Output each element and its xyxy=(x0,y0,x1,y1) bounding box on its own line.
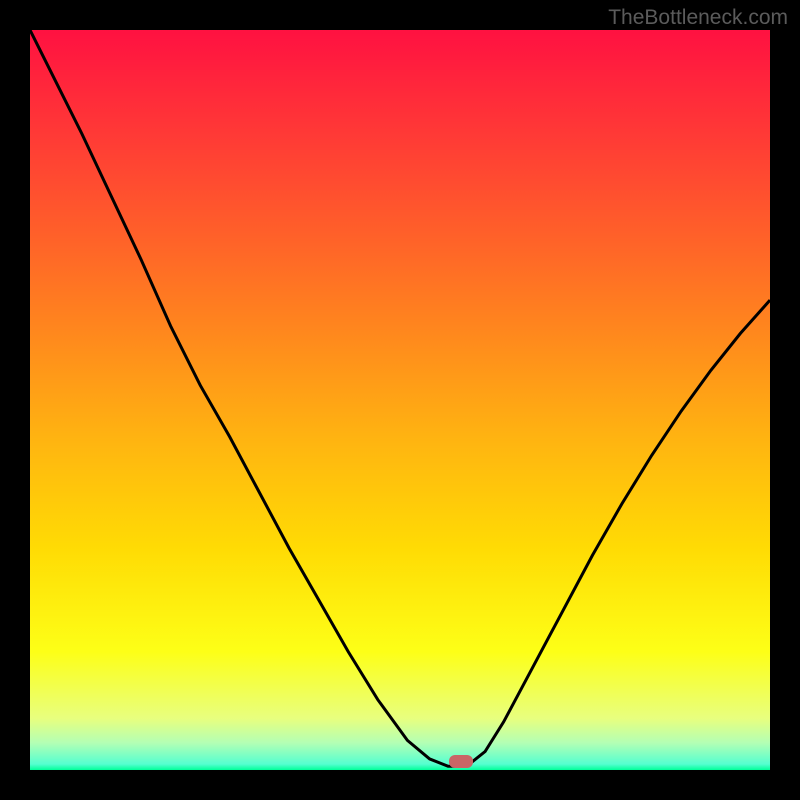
curve-svg xyxy=(30,30,770,770)
watermark-text: TheBottleneck.com xyxy=(608,6,788,30)
bottleneck-curve xyxy=(30,30,770,766)
min-point-marker xyxy=(449,755,473,768)
plot-area xyxy=(30,30,770,770)
